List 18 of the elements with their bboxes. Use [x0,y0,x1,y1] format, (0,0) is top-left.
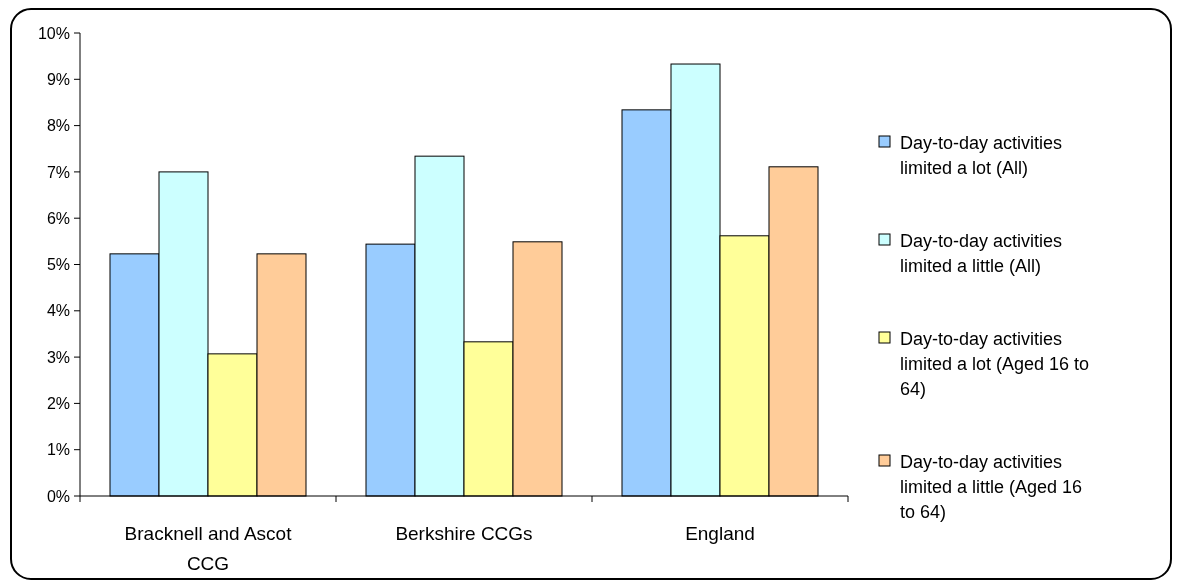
y-tick-label: 10% [37,24,70,42]
x-tick-label: England [685,523,755,544]
y-tick-label: 5% [46,256,70,274]
x-tick-label: Berkshire CCGs [395,523,533,544]
legend-label: Day-to-day activities limited a lot (Aged 16 to 64) [900,329,1090,400]
x-tick-label: Bracknell and Ascot CCG [124,523,293,574]
legend-label: Day-to-day activities limited a little (All) [900,231,1063,277]
y-tick-label: 4% [46,302,70,320]
legend-label: Day-to-day activities limited a little (Aged 16 to 64) [900,452,1083,523]
y-tick-label: 0% [46,487,70,505]
y-tick-label: 1% [46,441,70,459]
y-tick-label: 2% [46,395,70,412]
y-tick-label: 8% [46,117,70,135]
legend-label: Day-to-day activities limited a lot (All) [900,133,1063,179]
y-tick-label: 9% [46,70,70,88]
y-tick-label: 3% [46,348,70,366]
y-tick-label: 6% [46,209,70,227]
y-tick-label: 7% [46,163,70,181]
